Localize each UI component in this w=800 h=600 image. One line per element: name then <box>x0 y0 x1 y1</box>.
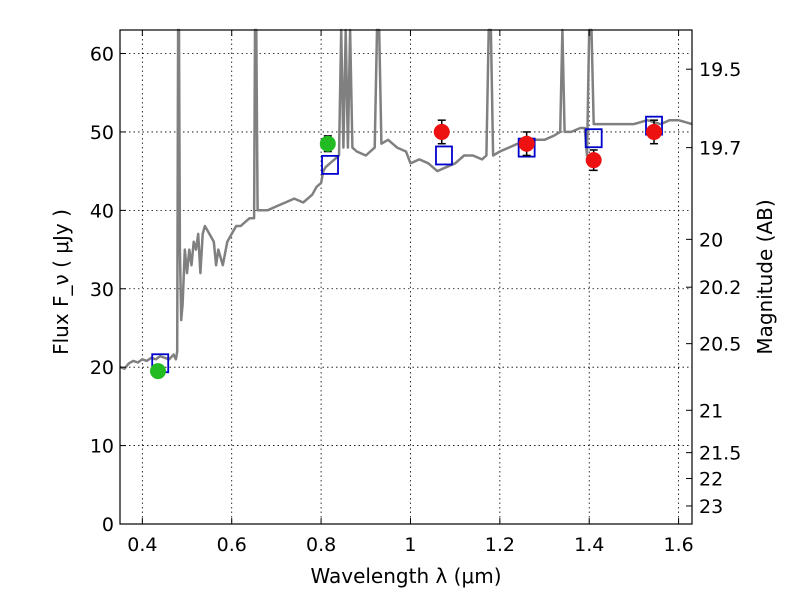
y-tick-label: 50 <box>90 122 114 144</box>
plot-area <box>119 28 693 380</box>
y2-tick-label: 23 <box>699 496 723 518</box>
y-tick-label: 20 <box>90 357 114 379</box>
axis-ticks: 0.4 0.6 0.8 1 1.2 1.4 1.6 0 10 20 30 40 50 60 19.5 19.7… <box>90 30 741 556</box>
y-axis-label: Flux F_ν ( μJy ) <box>49 209 73 355</box>
y-tick-label: 30 <box>90 279 114 301</box>
y2-tick-label: 20 <box>699 229 723 251</box>
y-tick-label: 10 <box>90 436 114 458</box>
red-data-point <box>433 123 450 140</box>
y2-tick-label: 21.5 <box>699 443 741 465</box>
y2-tick-label: 20.5 <box>699 334 741 356</box>
x-tick-label: 1.2 <box>485 534 515 556</box>
x-tick-label: 1 <box>404 534 416 556</box>
spectrum-line <box>119 28 693 370</box>
x-tick-label: 0.8 <box>306 534 336 556</box>
green-data-point <box>149 363 166 380</box>
red-data-point <box>646 123 663 140</box>
x-tick-label: 1.6 <box>663 534 693 556</box>
model-square-marker <box>584 128 603 149</box>
y-tick-label: 0 <box>102 514 114 536</box>
x-axis-label: Wavelength λ (μm) <box>310 564 501 588</box>
y2-tick-label: 22 <box>699 469 723 491</box>
red-data-point <box>585 152 602 169</box>
y2-tick-label: 20.2 <box>699 277 741 299</box>
model-square-marker <box>435 145 453 166</box>
y-tick-label: 40 <box>90 200 114 222</box>
x-tick-label: 0.6 <box>217 534 247 556</box>
y2-tick-label: 21 <box>699 400 723 422</box>
y2-tick-label: 19.5 <box>699 59 741 81</box>
y2-tick-label: 19.7 <box>699 138 741 160</box>
red-data-point <box>518 135 535 152</box>
y-tick-label: 60 <box>90 44 114 66</box>
green-data-point <box>319 135 336 152</box>
x-tick-label: 0.4 <box>127 534 157 556</box>
x-tick-label: 1.4 <box>574 534 604 556</box>
y2-axis-label: Magnitude (AB) <box>753 199 777 354</box>
axes-frame <box>119 29 693 525</box>
model-square-marker <box>321 154 339 175</box>
